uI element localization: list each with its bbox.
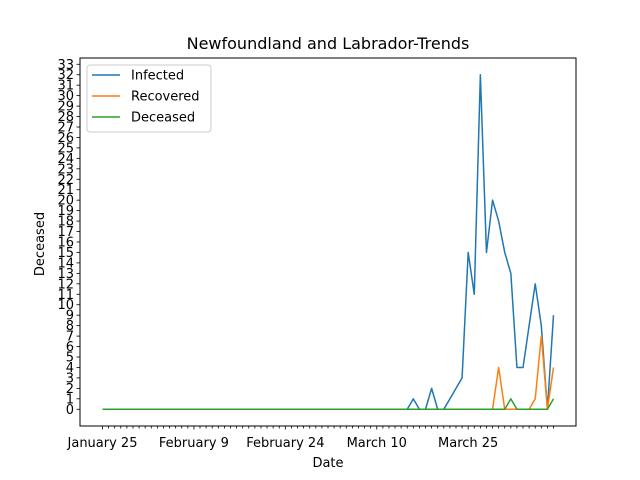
y-axis: 0123456789101112131415161718192021222324… xyxy=(57,58,80,418)
y-tick-label: 3 xyxy=(66,371,74,386)
y-tick-label: 11 xyxy=(57,288,74,303)
y-tick-label: 30 xyxy=(57,89,74,104)
y-tick-label: 27 xyxy=(57,121,74,136)
legend-label-recovered: Recovered xyxy=(131,90,200,105)
y-tick-label: 28 xyxy=(57,110,74,125)
y-tick-label: 7 xyxy=(66,330,74,345)
y-tick-label: 0 xyxy=(66,403,74,418)
y-tick-label: 17 xyxy=(57,225,74,240)
legend-label-infected: Infected xyxy=(131,69,184,84)
y-tick-label: 23 xyxy=(57,162,74,177)
y-tick-label: 19 xyxy=(57,204,74,219)
y-tick-label: 14 xyxy=(57,256,74,271)
y-tick-label: 20 xyxy=(57,194,74,209)
series-line-deceased xyxy=(102,398,555,411)
y-tick-label: 32 xyxy=(57,68,74,83)
y-tick-label: 29 xyxy=(57,100,74,115)
y-tick-label: 33 xyxy=(57,58,74,73)
x-tick-label: February 24 xyxy=(246,436,324,451)
x-axis-title: Date xyxy=(312,456,343,471)
y-tick-label: 1 xyxy=(66,392,74,407)
x-tick-label: February 9 xyxy=(159,436,229,451)
y-tick-label: 15 xyxy=(57,246,74,261)
y-tick-label: 21 xyxy=(57,183,74,198)
y-axis-title: Deceased xyxy=(33,212,48,276)
x-tick-label: March 25 xyxy=(438,436,498,451)
y-tick-label: 5 xyxy=(66,351,74,366)
series-lines xyxy=(102,73,555,411)
y-tick-label: 25 xyxy=(57,141,74,156)
y-tick-label: 8 xyxy=(66,319,74,334)
x-tick-label: March 10 xyxy=(347,436,407,451)
x-tick-label: January 25 xyxy=(67,436,138,451)
chart-title: Newfoundland and Labrador-Trends xyxy=(187,34,470,53)
y-tick-label: 12 xyxy=(57,277,74,292)
y-tick-label: 26 xyxy=(57,131,74,146)
y-tick-label: 24 xyxy=(57,152,74,167)
y-tick-label: 2 xyxy=(66,382,74,397)
y-tick-label: 18 xyxy=(57,215,74,230)
y-tick-label: 4 xyxy=(66,361,74,376)
y-tick-label: 10 xyxy=(57,298,74,313)
x-axis: January 25 February 9 February 24 March 10 M… xyxy=(67,426,554,451)
legend-label-deceased: Deceased xyxy=(131,111,195,126)
legend-box xyxy=(86,64,212,133)
y-tick-label: 16 xyxy=(57,236,74,251)
y-tick-label: 22 xyxy=(57,173,74,188)
y-tick-label: 6 xyxy=(66,340,74,355)
y-tick-label: 31 xyxy=(57,79,74,94)
y-tick-label: 9 xyxy=(66,309,74,324)
legend: Infected Recovered Deceased xyxy=(86,64,212,133)
y-tick-label: 13 xyxy=(57,267,74,282)
